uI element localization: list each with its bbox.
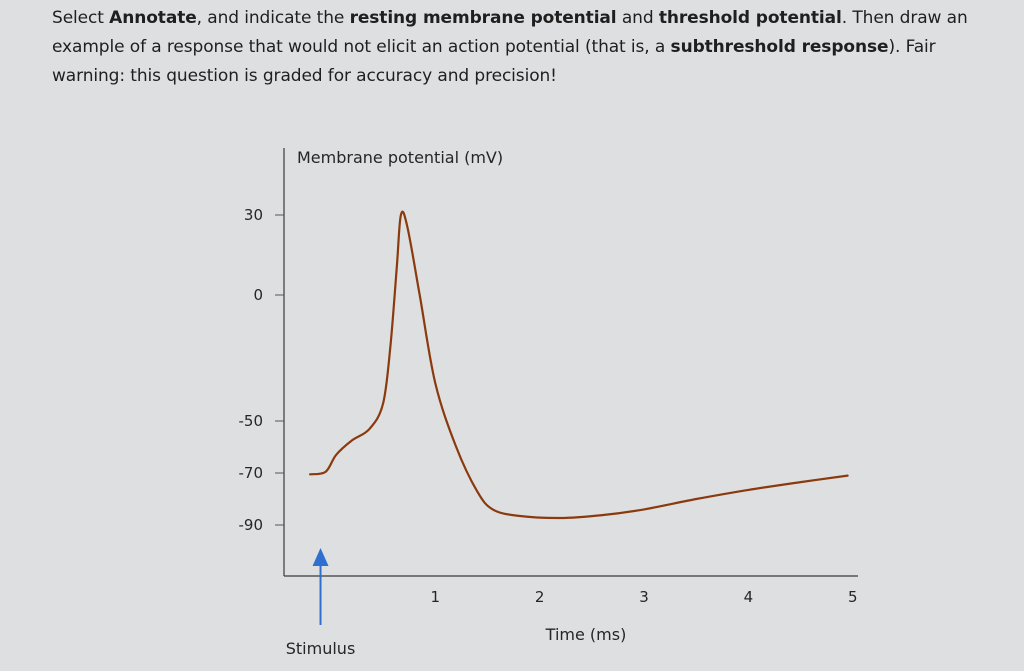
y-tick-label: 30	[244, 206, 263, 224]
chart-axes	[283, 148, 858, 577]
x-tick-label: 5	[848, 588, 858, 606]
question-emphasis: Annotate	[109, 8, 197, 28]
x-tick-label: 4	[744, 588, 754, 606]
question-fragment: warning: this question is graded for acc…	[52, 66, 557, 86]
stimulus-label: Stimulus	[286, 639, 356, 658]
x-tick-label: 1	[431, 588, 441, 606]
y-ticks: 30 0 -50 -70 -90	[239, 206, 284, 534]
question-fragment: . Then draw an	[841, 8, 968, 28]
stimulus-arrow-head	[312, 548, 329, 566]
question-line: warning: this question is graded for acc…	[52, 62, 1012, 91]
y-tick-label: -90	[239, 516, 264, 534]
question-text: Select Annotate, and indicate the restin…	[52, 4, 1012, 91]
x-ticks: 1 2 3 4 5	[431, 588, 858, 606]
question-emphasis: threshold potential	[658, 8, 842, 28]
y-axis-title: Membrane potential (mV)	[297, 148, 503, 167]
question-emphasis: resting membrane potential	[349, 8, 617, 28]
x-tick-label: 2	[535, 588, 545, 606]
chart-series	[309, 210, 849, 520]
y-tick-label: 0	[253, 286, 263, 304]
question-fragment: ). Fair	[888, 37, 936, 57]
question-line: Select Annotate, and indicate the restin…	[52, 4, 1012, 33]
question-fragment: example of a response that would not eli…	[52, 37, 671, 57]
action-potential-line	[309, 210, 849, 520]
question-fragment: Select	[52, 8, 110, 28]
x-axis-title: Time (ms)	[545, 625, 627, 644]
y-tick-label: -50	[239, 412, 264, 430]
stimulus-marker: Stimulus	[286, 548, 356, 658]
question-fragment: , and indicate the	[196, 8, 350, 28]
question-fragment: and	[616, 8, 659, 28]
x-tick-label: 3	[639, 588, 649, 606]
question-line: example of a response that would not eli…	[52, 33, 1012, 62]
y-tick-label: -70	[239, 464, 264, 482]
question-emphasis: subthreshold response	[670, 37, 889, 57]
